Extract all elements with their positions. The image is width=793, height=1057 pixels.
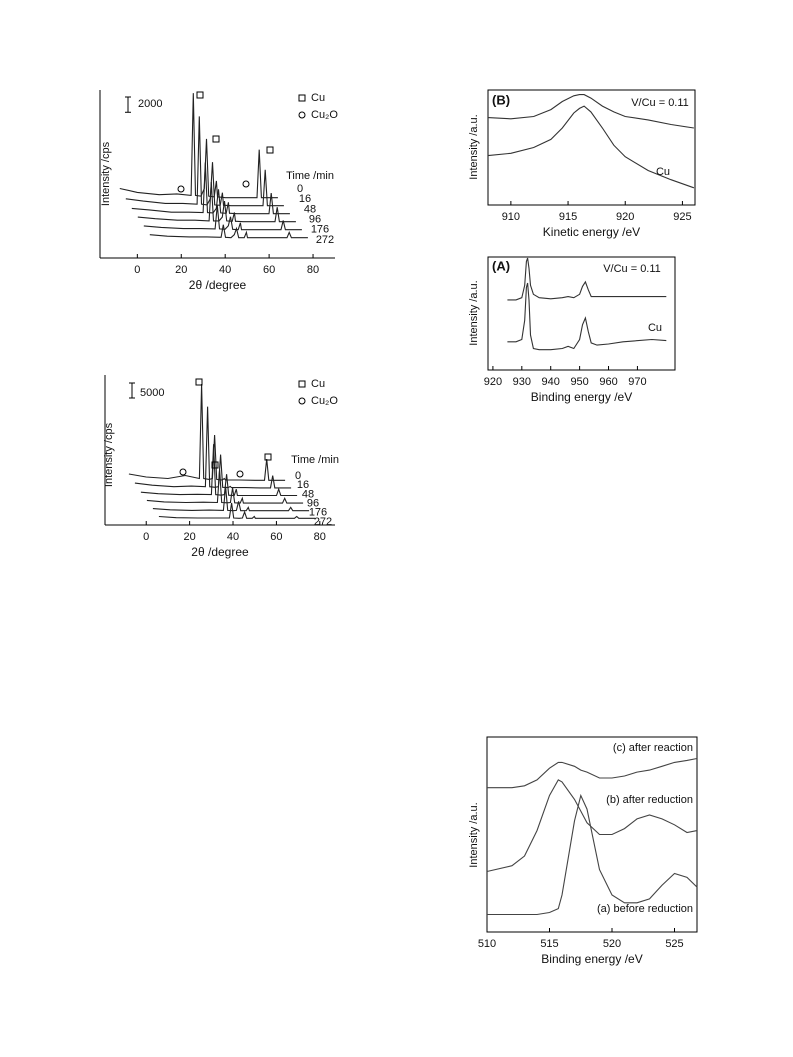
x-tick-label: 920	[484, 376, 502, 388]
scale-bar-label: 2000	[138, 98, 162, 110]
phase-symbol	[264, 453, 272, 461]
x-tick-label: 515	[540, 938, 558, 950]
x-axis-label: Binding energy /eV	[531, 390, 632, 404]
legend-title: Time /min	[291, 454, 339, 466]
x-axis-label: 2θ /degree	[191, 545, 249, 559]
x-axis-label: Kinetic energy /eV	[543, 225, 640, 239]
x-tick-label: 930	[513, 376, 531, 388]
legend-title: Time /min	[286, 170, 334, 182]
x-tick-label: 60	[263, 264, 275, 276]
x-tick-label: 80	[307, 264, 319, 276]
series-label: 272	[314, 516, 332, 528]
phase-symbol	[236, 470, 244, 478]
phase-symbol	[242, 180, 250, 188]
series-label: Cu	[648, 322, 662, 334]
x-tick-label: 910	[502, 211, 520, 223]
spectrum-line	[486, 779, 698, 873]
x-tick-label: 40	[227, 531, 239, 543]
series-label: 176	[311, 224, 329, 236]
x-tick-label: 20	[175, 264, 187, 276]
y-axis-label: Intensity /cps	[100, 141, 112, 206]
series-label: (a) before reduction	[597, 903, 693, 915]
series-label: 96	[309, 214, 321, 226]
scale-bar-label: 5000	[140, 387, 164, 399]
series-label: 272	[316, 234, 334, 246]
spectrum-line	[149, 224, 308, 239]
series-label: 96	[307, 498, 319, 510]
phase-symbol	[266, 146, 274, 154]
phase-symbol	[298, 111, 306, 119]
y-axis-label: Intensity /a.u.	[468, 280, 480, 345]
spectrum-line	[507, 282, 667, 351]
x-tick-label: 20	[183, 531, 195, 543]
x-tick-label: 940	[542, 376, 560, 388]
phase-symbol	[195, 378, 203, 386]
spectrum-line	[487, 94, 694, 129]
x-tick-label: 0	[143, 531, 149, 543]
x-tick-label: 970	[628, 376, 646, 388]
x-tick-label: 520	[603, 938, 621, 950]
spectrum-line	[143, 205, 302, 231]
spectrum-line	[137, 181, 296, 223]
series-label: 0	[295, 470, 301, 482]
series-label: V/Cu = 0.11	[631, 97, 689, 109]
series-label: 48	[302, 488, 314, 500]
spectrum-line	[487, 757, 698, 789]
x-tick-label: 525	[665, 938, 683, 950]
series-label: (b) after reduction	[606, 794, 693, 806]
x-axis-label: Binding energy /eV	[541, 952, 642, 966]
x-tick-label: 40	[219, 264, 231, 276]
x-tick-label: 80	[314, 531, 326, 543]
spectrum-line	[487, 105, 695, 189]
series-label: V/Cu = 0.11	[603, 263, 661, 275]
phase-symbol	[212, 135, 220, 143]
x-tick-label: 0	[134, 264, 140, 276]
spectrum-line	[146, 469, 304, 504]
legend-label: Cu	[311, 92, 325, 104]
legend-label: Cu₂O	[311, 395, 338, 407]
x-tick-label: 60	[270, 531, 282, 543]
series-label: Cu	[656, 166, 670, 178]
y-axis-label: Intensity /cps	[103, 422, 115, 487]
phase-symbol	[298, 380, 306, 388]
series-label: 16	[299, 193, 311, 205]
plot-frame	[486, 736, 698, 933]
panel-label: (B)	[492, 92, 510, 107]
x-tick-label: 510	[478, 938, 496, 950]
spectrum-line	[158, 502, 316, 519]
series-label: (c) after reaction	[613, 742, 693, 754]
y-axis-label: Intensity /a.u.	[468, 802, 480, 867]
x-tick-label: 925	[673, 211, 691, 223]
plot-frame	[487, 89, 696, 206]
y-axis-label: Intensity /a.u.	[468, 114, 480, 179]
panel-label: (A)	[492, 258, 510, 273]
spectrum-line	[140, 444, 298, 497]
x-tick-label: 960	[599, 376, 617, 388]
phase-symbol	[298, 94, 306, 102]
phase-symbol	[177, 185, 185, 193]
x-axis-label: 2θ /degree	[189, 278, 247, 292]
phase-symbol	[196, 91, 204, 99]
series-label: 48	[304, 203, 316, 215]
legend-label: Cu₂O	[311, 109, 338, 121]
plot-frame	[487, 256, 676, 371]
phase-symbol	[298, 397, 306, 405]
x-tick-label: 950	[570, 376, 588, 388]
spectrum-line	[152, 486, 310, 512]
series-label: 16	[297, 479, 309, 491]
series-label: 176	[309, 507, 327, 519]
spectrum-line	[507, 257, 667, 301]
phase-symbol	[211, 461, 219, 469]
legend-label: Cu	[311, 378, 325, 390]
spectrum-line	[487, 793, 698, 916]
x-tick-label: 915	[559, 211, 577, 223]
phase-symbol	[179, 468, 187, 476]
x-tick-label: 920	[616, 211, 634, 223]
series-label: 0	[297, 183, 303, 195]
